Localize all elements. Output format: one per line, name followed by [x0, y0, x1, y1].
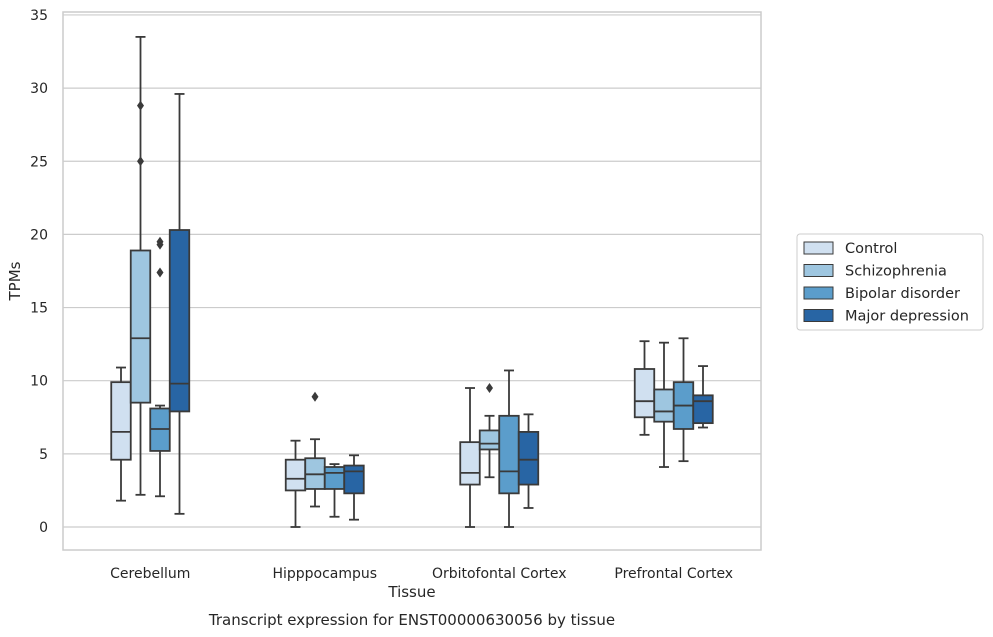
- box: [653, 388, 675, 423]
- box-control: [459, 387, 481, 528]
- y-tick-label: 30: [30, 81, 48, 97]
- y-tick-label: 35: [30, 8, 48, 24]
- legend-frame: [796, 233, 984, 331]
- box-groups: [110, 35, 714, 528]
- box: [168, 229, 191, 413]
- legend: Control Schizophrenia Bipolar disorder Majo…: [796, 233, 984, 331]
- box-bipolar-disorder: [149, 236, 171, 498]
- box: [459, 441, 481, 486]
- box-schizophrenia: [653, 341, 675, 468]
- box-schizophrenia: [129, 35, 152, 496]
- legend-swatch: [803, 309, 834, 322]
- y-tick-label: 25: [30, 154, 48, 170]
- box-major-depression: [168, 93, 191, 515]
- x-tick-label: Cerebellum: [110, 566, 190, 582]
- box: [633, 368, 656, 419]
- box-major-depression: [692, 365, 714, 429]
- x-tick-label: Orbitofontal Cortex: [432, 566, 567, 582]
- y-tick-label: 0: [39, 520, 48, 536]
- outlier-point: [137, 100, 144, 111]
- box: [323, 466, 346, 490]
- chart-caption: Transcript expression for ENST0000063005…: [208, 611, 615, 629]
- x-tick-labels: Cerebellum Hipppocampus Orbitofontal Corte…: [110, 566, 733, 582]
- x-axis-label: Tissue: [387, 583, 435, 601]
- legend-swatch: [803, 264, 834, 277]
- box-major-depression: [517, 413, 540, 509]
- box-schizophrenia: [478, 383, 501, 479]
- legend-label: Bipolar disorder: [845, 286, 960, 302]
- outlier-point: [311, 391, 319, 402]
- y-tick-label: 15: [30, 301, 48, 317]
- legend-swatch: [803, 286, 834, 300]
- plot-frame: [62, 11, 762, 551]
- legend-label: Control: [845, 241, 897, 257]
- box-bipolar-disorder: [672, 337, 695, 463]
- legend-label: Major depression: [845, 309, 969, 325]
- y-axis-label: TPMs: [6, 261, 24, 301]
- box-control: [284, 439, 307, 528]
- outlier-point: [156, 239, 164, 250]
- box: [129, 249, 152, 404]
- outlier-point: [486, 383, 493, 394]
- box-bipolar-disorder: [498, 369, 520, 528]
- box-bipolar-disorder: [323, 463, 346, 518]
- y-tick-label: 20: [30, 227, 48, 243]
- outlier-point: [156, 267, 164, 278]
- y-tick-label: 10: [30, 374, 48, 390]
- x-tick-label: Hipppocampus: [272, 566, 377, 582]
- box: [517, 431, 540, 486]
- legend-label: Schizophrenia: [845, 264, 947, 280]
- x-tick-label: Prefrontal Cortex: [614, 566, 733, 582]
- box: [692, 394, 714, 425]
- box: [110, 381, 132, 461]
- y-tick-labels: 0 5 10 15 20 25 30 35: [30, 8, 48, 536]
- y-tick-label: 5: [39, 447, 48, 463]
- box: [284, 458, 307, 492]
- box-control: [633, 340, 656, 436]
- outlier-point: [137, 156, 144, 167]
- legend-swatch: [803, 241, 834, 255]
- box-control: [110, 366, 132, 502]
- box-major-depression: [343, 454, 365, 521]
- box-schizophrenia: [304, 391, 326, 508]
- box: [498, 414, 520, 495]
- box: [343, 464, 365, 495]
- box: [478, 429, 501, 451]
